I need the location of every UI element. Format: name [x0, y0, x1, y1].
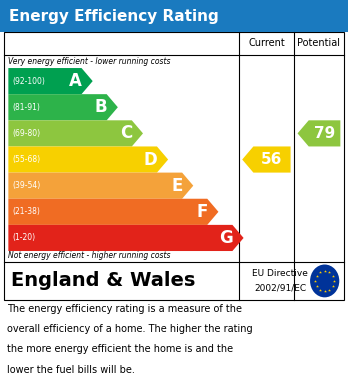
- Text: C: C: [120, 124, 132, 142]
- Circle shape: [310, 264, 339, 297]
- Text: B: B: [95, 98, 107, 116]
- Text: 79: 79: [314, 126, 335, 141]
- Text: E: E: [171, 177, 183, 195]
- Text: (21-38): (21-38): [13, 207, 40, 216]
- Text: England & Wales: England & Wales: [11, 271, 196, 291]
- Polygon shape: [242, 147, 291, 172]
- Polygon shape: [8, 147, 168, 172]
- Text: (81-91): (81-91): [13, 103, 40, 112]
- Text: (69-80): (69-80): [13, 129, 41, 138]
- Text: the more energy efficient the home is and the: the more energy efficient the home is an…: [7, 344, 233, 354]
- Text: EU Directive: EU Directive: [252, 269, 308, 278]
- Text: lower the fuel bills will be.: lower the fuel bills will be.: [7, 364, 135, 375]
- Bar: [4, 32, 344, 300]
- Polygon shape: [8, 225, 244, 251]
- Text: Energy Efficiency Rating: Energy Efficiency Rating: [9, 9, 219, 23]
- Polygon shape: [8, 120, 143, 147]
- Polygon shape: [8, 94, 118, 120]
- Text: The energy efficiency rating is a measure of the: The energy efficiency rating is a measur…: [7, 304, 242, 314]
- Text: Current: Current: [248, 38, 285, 48]
- Text: D: D: [144, 151, 158, 169]
- Polygon shape: [298, 120, 340, 147]
- Text: Very energy efficient - lower running costs: Very energy efficient - lower running co…: [8, 57, 170, 66]
- Bar: [0, 0, 348, 32]
- Text: 56: 56: [261, 152, 283, 167]
- Text: overall efficiency of a home. The higher the rating: overall efficiency of a home. The higher…: [7, 324, 253, 334]
- Text: Potential: Potential: [298, 38, 340, 48]
- Text: A: A: [69, 72, 82, 90]
- Polygon shape: [8, 172, 193, 199]
- Text: F: F: [197, 203, 208, 221]
- Text: Not energy efficient - higher running costs: Not energy efficient - higher running co…: [8, 251, 170, 260]
- Text: (1-20): (1-20): [13, 233, 35, 242]
- Text: (92-100): (92-100): [13, 77, 45, 86]
- Text: 2002/91/EC: 2002/91/EC: [254, 283, 306, 292]
- Text: (55-68): (55-68): [13, 155, 41, 164]
- Text: (39-54): (39-54): [13, 181, 41, 190]
- Polygon shape: [8, 68, 93, 94]
- Text: G: G: [219, 229, 233, 247]
- Polygon shape: [8, 199, 219, 225]
